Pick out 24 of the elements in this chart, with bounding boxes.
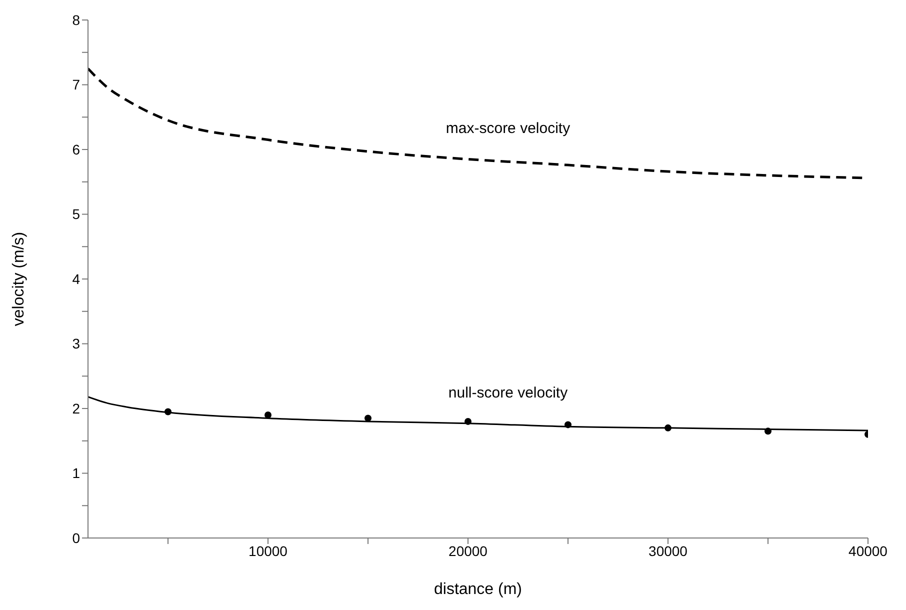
x-tick-label: 30000 xyxy=(648,542,688,559)
x-tick-label: 40000 xyxy=(848,542,888,559)
y-tick-label: 8 xyxy=(72,12,80,28)
series-label: max-score velocity xyxy=(446,120,571,138)
x-axis-title: distance (m) xyxy=(434,581,522,598)
series-label: null-score velocity xyxy=(448,384,568,402)
y-tick-label: 6 xyxy=(72,141,80,158)
y-tick-label: 2 xyxy=(72,400,80,416)
y-tick-label: 7 xyxy=(72,76,80,93)
y-tick-label: 1 xyxy=(72,465,80,482)
y-tick-label: 5 xyxy=(72,206,80,222)
y-tick-label: 0 xyxy=(72,530,80,546)
point xyxy=(164,408,172,416)
point xyxy=(264,411,272,418)
point xyxy=(664,424,672,432)
point xyxy=(564,421,572,428)
y-tick-label: 3 xyxy=(72,336,80,352)
x-tick-label: 20000 xyxy=(448,542,488,559)
point xyxy=(364,414,372,422)
x-tick-label: 10000 xyxy=(248,542,288,559)
y-axis-title: velocity (m/s) xyxy=(10,232,28,326)
point xyxy=(764,428,772,435)
y-tick-label: 4 xyxy=(72,270,80,287)
point xyxy=(464,418,472,425)
